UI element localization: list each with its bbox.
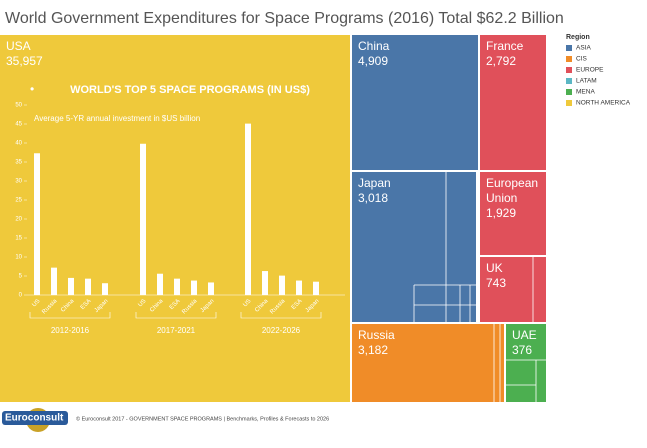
bullet: • <box>30 82 34 96</box>
tile-label: Japan <box>358 176 391 190</box>
legend-title: Region <box>566 34 590 41</box>
tile-label: European Union <box>486 176 538 205</box>
legend-swatch <box>566 78 572 84</box>
bar <box>313 281 319 295</box>
bar <box>191 280 197 295</box>
tile-value: 35,957 <box>6 54 43 68</box>
tile-label: China <box>358 39 390 53</box>
bar <box>279 275 285 295</box>
bar <box>140 143 146 295</box>
legend-label: EUROPE <box>576 67 604 74</box>
legend: Region ASIA CIS EUROPE LATAM MENA NORTH AMERIC… <box>566 34 631 107</box>
bar <box>51 267 57 295</box>
legend-label: ASIA <box>576 45 591 52</box>
tile-value: 743 <box>486 276 506 290</box>
legend-swatch <box>566 89 572 95</box>
legend-swatch <box>566 100 572 106</box>
tile-subdivisions <box>413 172 546 402</box>
group-bracket <box>240 312 322 319</box>
tile-label: UK <box>486 261 503 275</box>
tile-value: 2,792 <box>486 54 516 68</box>
bar <box>102 283 108 295</box>
bar <box>68 277 74 295</box>
tile-label: France <box>486 39 524 53</box>
legend-label: LATAM <box>576 78 597 85</box>
bar <box>34 153 40 295</box>
tile <box>506 324 546 402</box>
y-tick-label: 35 <box>15 160 22 166</box>
chart-title: World Government Expenditures for Space … <box>5 10 564 27</box>
bar <box>85 278 91 295</box>
x-tick-label: US <box>137 298 147 308</box>
x-tick-label: US <box>31 298 41 308</box>
bar <box>208 282 214 295</box>
logo: Euroconsult <box>2 408 68 432</box>
bar <box>174 278 180 295</box>
group-label: 2017-2021 <box>157 326 196 335</box>
legend-label: NORTH AMERICA <box>576 100 631 107</box>
bar <box>245 123 251 296</box>
tile-value: 3,018 <box>358 191 388 205</box>
tile-label: UAE <box>512 328 537 342</box>
y-tick-label: 45 <box>15 122 22 128</box>
y-tick-label: 25 <box>15 198 22 204</box>
tile-label: USA <box>6 39 31 53</box>
tile <box>480 257 546 322</box>
bar-subtitle: Average 5-YR annual investment in $US bi… <box>34 114 200 123</box>
legend-swatch <box>566 67 572 73</box>
group-label: 2022-2026 <box>262 326 301 335</box>
y-tick-label: 5 <box>19 274 23 280</box>
tile <box>352 324 504 402</box>
legend-swatch <box>566 56 572 62</box>
tile <box>480 35 546 170</box>
y-tick-label: 10 <box>15 255 22 261</box>
y-tick-label: 40 <box>15 141 22 147</box>
legend-label: MENA <box>576 89 595 96</box>
y-tick-label: 15 <box>15 236 22 242</box>
group-bracket <box>29 312 111 319</box>
tile-value: 1,929 <box>486 206 516 220</box>
bar <box>157 273 163 295</box>
group-bracket <box>135 312 217 319</box>
tile <box>480 172 546 255</box>
legend-label: CIS <box>576 56 588 63</box>
footer: © Euroconsult 2017 - GOVERNMENT SPACE PR… <box>76 415 329 422</box>
y-tick-label: 30 <box>15 179 22 185</box>
x-tick-label: US <box>242 298 252 308</box>
tile-value: 4,909 <box>358 54 388 68</box>
y-tick-label: 50 <box>15 103 22 109</box>
bar <box>262 271 268 295</box>
tile-value: 3,182 <box>358 343 388 357</box>
y-tick-label: 0 <box>19 293 23 299</box>
tile <box>0 35 350 402</box>
group-label: 2012-2016 <box>51 326 90 335</box>
logo-text: Euroconsult <box>5 413 64 424</box>
tile-value: 376 <box>512 343 532 357</box>
tile <box>352 35 478 170</box>
legend-swatch <box>566 45 572 51</box>
tile-label: Russia <box>358 328 395 342</box>
bar <box>296 280 302 295</box>
y-tick-label: 20 <box>15 217 22 223</box>
bar-title: WORLD'S TOP 5 SPACE PROGRAMS (IN US$) <box>70 84 310 96</box>
